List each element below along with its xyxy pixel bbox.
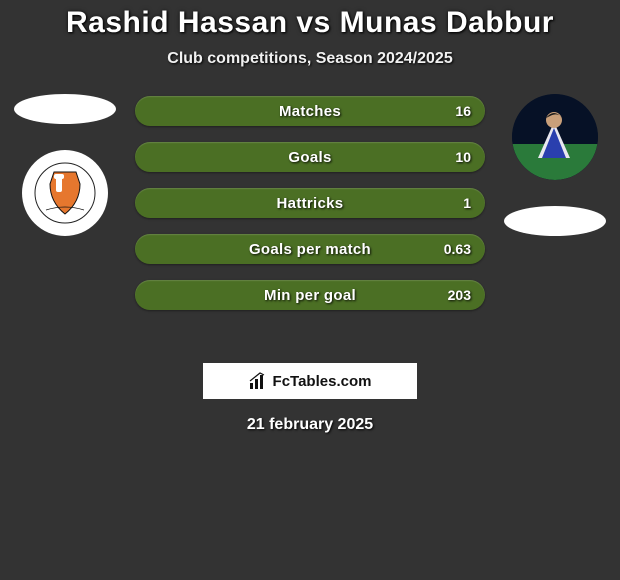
right-oval [504,206,606,236]
date-label: 21 february 2025 [0,416,620,434]
stat-label: Min per goal [264,287,356,304]
subtitle: Club competitions, Season 2024/2025 [0,50,620,68]
brand-text: FcTables.com [273,373,372,390]
stat-value: 0.63 [444,241,471,257]
bar-chart-icon [249,372,267,390]
stat-bar: Goals per match 0.63 [135,234,485,264]
left-club-badge [22,150,108,236]
stat-value: 203 [448,287,471,303]
stat-bar: Goals 10 [135,142,485,172]
stat-bars: Matches 16 Goals 10 Hattricks 1 Goals pe… [135,96,485,310]
page-title: Rashid Hassan vs Munas Dabbur [0,6,620,40]
stat-value: 10 [455,149,471,165]
comparison-card: Rashid Hassan vs Munas Dabbur Club compe… [0,0,620,434]
main-panel: Matches 16 Goals 10 Hattricks 1 Goals pe… [0,94,620,344]
stat-bar: Hattricks 1 [135,188,485,218]
left-column [10,94,120,236]
right-column [500,94,610,236]
stat-label: Goals [288,149,331,166]
stat-value: 1 [463,195,471,211]
brand-box[interactable]: FcTables.com [202,362,418,400]
stat-bar: Matches 16 [135,96,485,126]
stat-label: Goals per match [249,241,371,258]
right-player-photo [512,94,598,180]
stat-value: 16 [455,103,471,119]
stat-label: Matches [279,103,341,120]
player-photo-icon [512,94,598,180]
stat-label: Hattricks [277,195,344,212]
stat-bar: Min per goal 203 [135,280,485,310]
club-crest-icon [34,162,96,224]
left-oval [14,94,116,124]
